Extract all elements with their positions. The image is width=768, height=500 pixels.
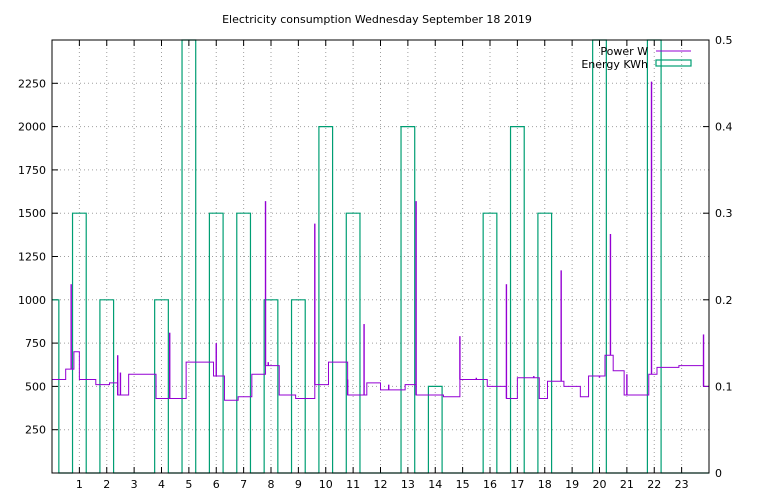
y-left-tick-label: 1000: [18, 294, 46, 307]
x-axis: 1 2 3 4 5 6 7 8 9 10 11 12 13 14 15 16 17 18 19 20 21 22 23: [76, 40, 689, 491]
x-tick-label: 5: [185, 478, 192, 491]
series-energy-kwh: [52, 39, 709, 474]
x-tick-label: 17: [510, 478, 524, 491]
y-left-tick-label: 1500: [18, 207, 46, 220]
x-tick-label: 12: [374, 478, 388, 491]
y-left-tick-label: 2250: [18, 77, 46, 90]
x-tick-label: 20: [593, 478, 607, 491]
y-right-tick-label: 0.1: [715, 380, 733, 393]
x-tick-label: 16: [483, 478, 497, 491]
x-tick-label: 18: [538, 478, 552, 491]
x-tick-label: 23: [675, 478, 689, 491]
x-tick-label: 21: [620, 478, 634, 491]
legend-swatch-energy: [655, 59, 692, 67]
x-tick-label: 7: [240, 478, 247, 491]
y-right-tick-label: 0: [715, 467, 722, 480]
x-tick-label: 6: [213, 478, 220, 491]
series-power-w: [52, 81, 709, 401]
legend-label-energy: Energy KWh: [581, 58, 648, 71]
y-left-tick-label: 250: [25, 424, 46, 437]
x-tick-label: 3: [131, 478, 138, 491]
y-right-axis: 0 0.1 0.2 0.3 0.4 0.5: [703, 34, 733, 480]
x-tick-label: 2: [103, 478, 110, 491]
y-right-tick-label: 0.2: [715, 294, 733, 307]
grid: [52, 40, 709, 473]
x-tick-label: 1: [76, 478, 83, 491]
x-tick-label: 19: [565, 478, 579, 491]
y-left-tick-label: 750: [25, 337, 46, 350]
x-tick-label: 9: [295, 478, 302, 491]
y-right-tick-label: 0.3: [715, 207, 733, 220]
plot-border: [51, 39, 710, 474]
legend-label-power: Power W: [600, 45, 648, 58]
y-right-tick-label: 0.5: [715, 34, 733, 47]
legend: Power W Energy KWh: [581, 45, 692, 71]
x-tick-label: 14: [428, 478, 442, 491]
y-left-tick-label: 2000: [18, 121, 46, 134]
power-series-line: [52, 351, 709, 401]
x-tick-label: 4: [158, 478, 165, 491]
x-tick-label: 11: [346, 478, 360, 491]
x-tick-label: 8: [268, 478, 275, 491]
x-tick-label: 15: [456, 478, 470, 491]
y-left-tick-label: 500: [25, 380, 46, 393]
x-tick-label: 13: [401, 478, 415, 491]
y-right-tick-label: 0.4: [715, 121, 733, 134]
energy-series-line: [52, 39, 709, 474]
x-tick-label: 22: [647, 478, 661, 491]
y-left-axis: 250 500 750 1000 1250 1500 1750 2000 2250: [18, 77, 58, 437]
y-left-tick-label: 1750: [18, 164, 46, 177]
chart-title: Electricity consumption Wednesday Septem…: [222, 13, 532, 26]
y-left-tick-label: 1250: [18, 251, 46, 264]
x-tick-label: 10: [319, 478, 333, 491]
